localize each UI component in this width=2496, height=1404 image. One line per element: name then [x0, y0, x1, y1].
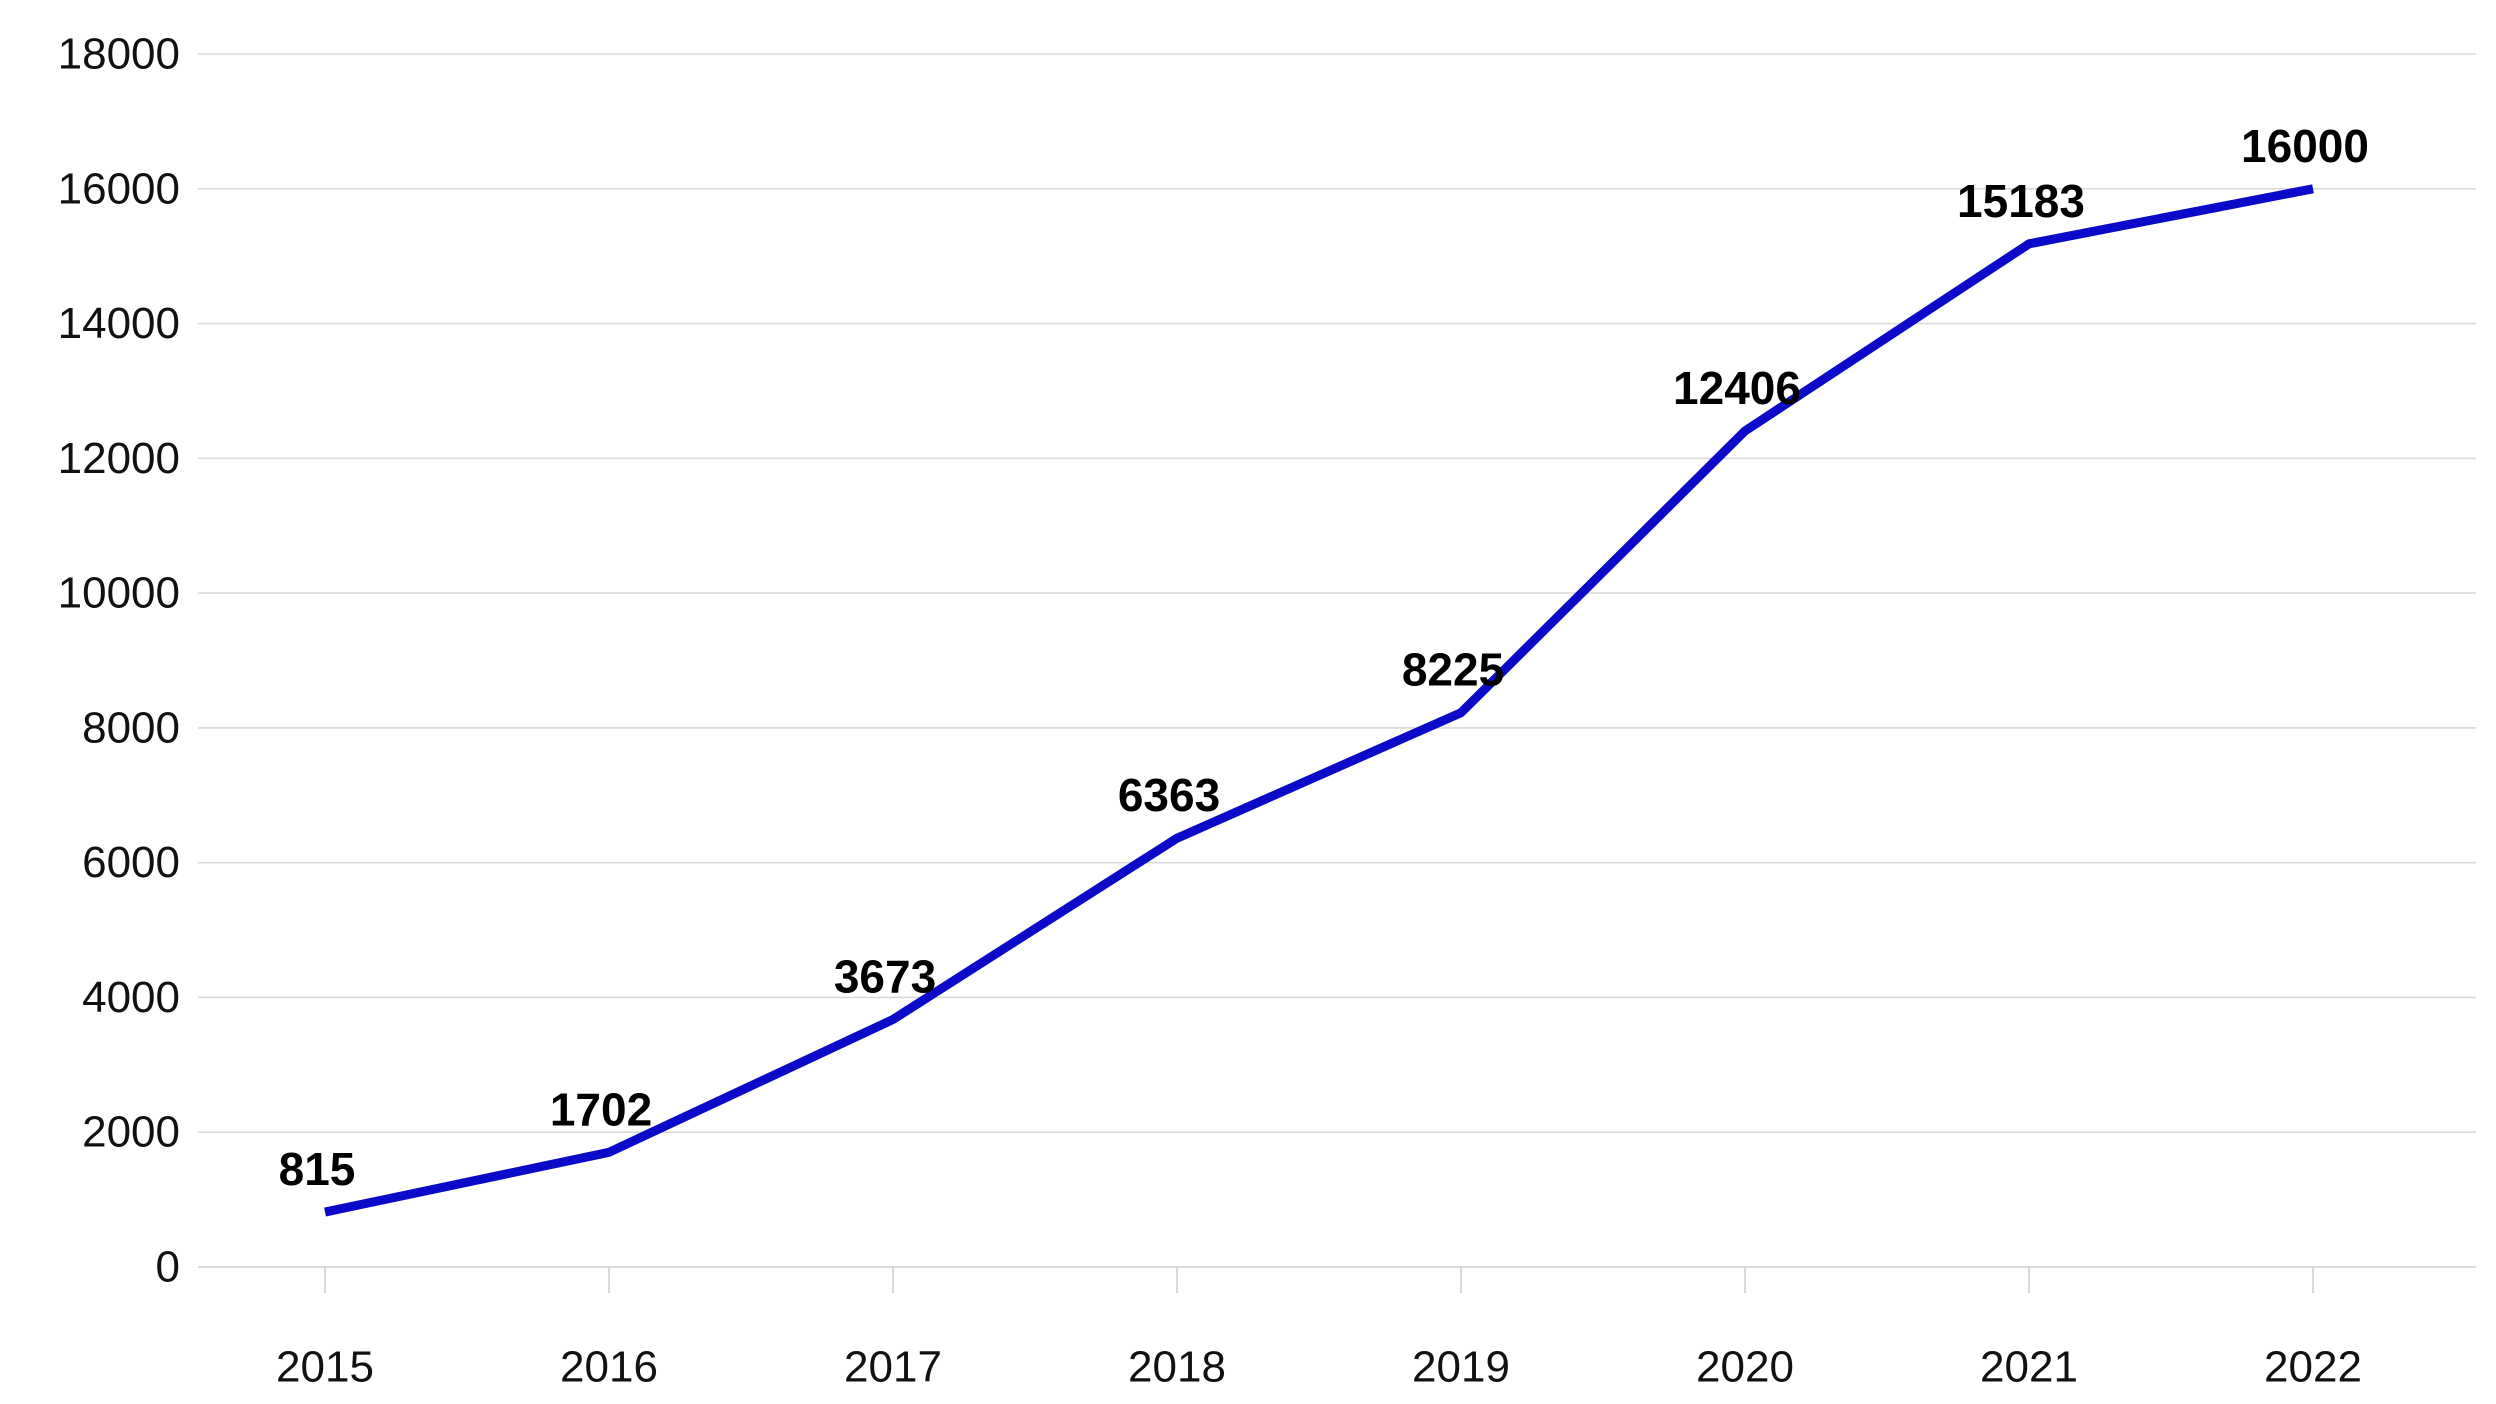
x-tick-label: 2022: [2264, 1343, 2362, 1392]
y-axis-tick-labels: 0 2000 4000 6000 8000 10000 12000 14000 16000 180…: [58, 30, 180, 1292]
data-label: 12406: [1673, 362, 1801, 414]
y-tick-label: 18000: [58, 30, 180, 79]
series-line: [324, 184, 2314, 1217]
data-label: 1702: [550, 1083, 652, 1135]
data-label: 3673: [834, 950, 936, 1002]
y-tick-label: 12000: [58, 434, 180, 483]
y-tick-label: 16000: [58, 164, 180, 213]
y-tick-label: 8000: [82, 703, 180, 752]
y-tick-label: 10000: [58, 569, 180, 618]
y-tick-label: 14000: [58, 299, 180, 348]
data-label: 15183: [1957, 175, 2085, 227]
data-label: 8225: [1402, 644, 1504, 696]
x-tick-label: 2021: [1980, 1343, 2078, 1392]
data-labels: 815 1702 3673 6363 8225 12406 15183 16000: [279, 120, 2369, 1195]
x-tick-label: 2017: [844, 1343, 942, 1392]
x-tick-label: 2019: [1412, 1343, 1510, 1392]
x-tick-label: 2020: [1696, 1343, 1794, 1392]
gridlines: [198, 53, 2476, 1134]
data-label: 6363: [1118, 769, 1220, 821]
x-tick-label: 2015: [276, 1343, 374, 1392]
y-tick-label: 4000: [82, 973, 180, 1022]
data-label: 16000: [2241, 120, 2369, 172]
y-tick-label: 0: [156, 1243, 180, 1292]
x-axis: 2015 2016 2017 2018 2019 2020 2021 2022: [198, 1266, 2476, 1392]
x-tick-label: 2016: [560, 1343, 658, 1392]
y-tick-label: 2000: [82, 1108, 180, 1157]
x-tick-label: 2018: [1128, 1343, 1226, 1392]
data-label: 815: [279, 1143, 356, 1195]
y-tick-label: 6000: [82, 838, 180, 887]
series-layer: [324, 184, 2314, 1217]
